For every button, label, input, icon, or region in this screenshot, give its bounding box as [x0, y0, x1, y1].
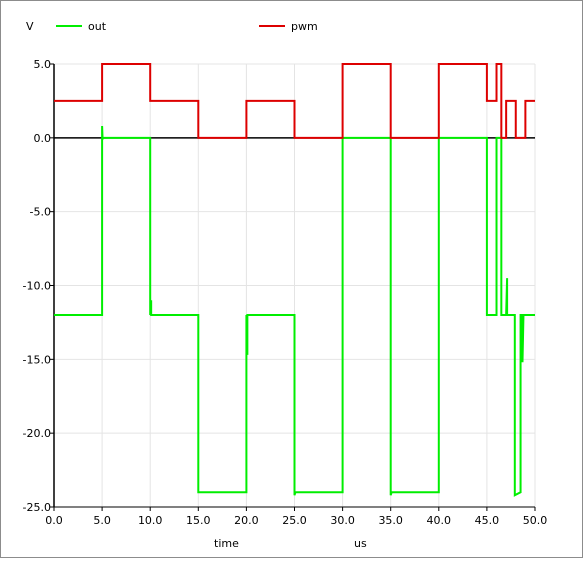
x-tick-label: 25.0: [282, 514, 307, 527]
x-tick-label: 50.0: [523, 514, 548, 527]
x-tick-label: 20.0: [234, 514, 259, 527]
x-tick-label: 5.0: [93, 514, 111, 527]
y-tick-label: 5.0: [34, 58, 52, 71]
x-tick-label: 40.0: [427, 514, 452, 527]
y-tick-label: -15.0: [23, 353, 51, 366]
x-tick-label: 45.0: [475, 514, 500, 527]
x-axis-label: time: [214, 537, 239, 550]
y-tick-label: -10.0: [23, 280, 51, 293]
x-tick-label: 35.0: [378, 514, 403, 527]
legend-label-out: out: [88, 20, 107, 33]
y-tick-label: -25.0: [23, 501, 51, 514]
x-axis-unit: us: [354, 537, 367, 550]
x-tick-label: 0.0: [45, 514, 63, 527]
series-layer: [54, 63, 535, 497]
x-tick-label: 30.0: [330, 514, 355, 527]
legend-label-pwm: pwm: [291, 20, 318, 33]
x-tick-label: 15.0: [186, 514, 211, 527]
y-axis-label: V: [26, 20, 34, 33]
series-line-out: [54, 125, 535, 497]
series-line-pwm: [54, 63, 535, 139]
y-tick-label: -20.0: [23, 427, 51, 440]
x-tick-label: 10.0: [138, 514, 163, 527]
y-tick-label: 0.0: [34, 132, 52, 145]
legend: out pwm: [56, 20, 318, 33]
y-tick-label: -5.0: [30, 206, 51, 219]
axis-layer: 0.0 5.0 10.0 15.0 20.0 25.0 30.0 35.0 40.0 45.0 50…: [23, 58, 548, 527]
